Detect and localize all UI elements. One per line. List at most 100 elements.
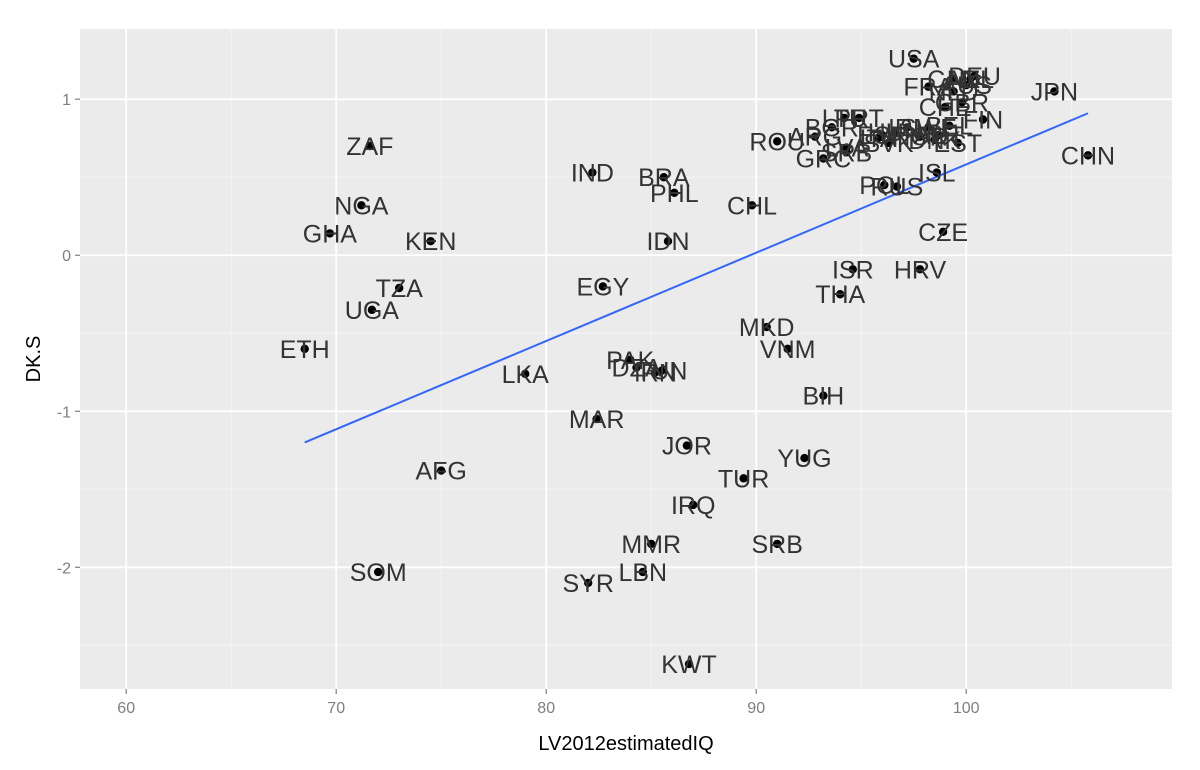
- point-label: NLD: [929, 78, 979, 106]
- data-point: [848, 265, 857, 274]
- data-point: [632, 363, 641, 372]
- data-point: [941, 102, 950, 112]
- point-label: IDN: [646, 228, 689, 256]
- data-point: [1083, 151, 1093, 160]
- data-point: [592, 414, 601, 424]
- data-point: [819, 154, 828, 163]
- point-label: PRT: [834, 105, 884, 133]
- point-label: ARG: [788, 124, 842, 152]
- point-label: LVA: [825, 135, 869, 163]
- y-tick-label: -1: [57, 404, 71, 421]
- data-point: [938, 227, 948, 237]
- data-point: [773, 137, 782, 146]
- point-label: BIH: [803, 383, 845, 411]
- data-point: [842, 148, 851, 157]
- data-point: [670, 188, 679, 198]
- data-points: [300, 54, 1093, 669]
- data-point: [588, 168, 597, 177]
- x-axis-title: LV2012estimatedIQ: [538, 733, 713, 755]
- point-label: AUS: [940, 72, 991, 100]
- point-label: KEN: [405, 228, 456, 256]
- data-point: [300, 344, 309, 354]
- data-point: [880, 180, 889, 190]
- data-point: [840, 113, 849, 123]
- data-point: [810, 132, 820, 141]
- data-point: [827, 123, 836, 132]
- data-point: [598, 282, 608, 291]
- data-point: [395, 283, 404, 293]
- data-point: [367, 305, 377, 315]
- y-axis: -2 -1 0 1: [57, 92, 80, 577]
- data-point: [949, 87, 958, 96]
- x-tick-label: 100: [953, 700, 980, 717]
- data-point: [651, 368, 660, 377]
- point-label: AUT: [914, 122, 964, 150]
- point-label: NGA: [334, 192, 389, 220]
- data-point: [682, 441, 692, 450]
- point-label: USA: [888, 46, 940, 74]
- data-point: [932, 168, 941, 177]
- y-tick-label: 1: [62, 92, 71, 109]
- point-label: IRQ: [671, 492, 715, 520]
- trend-line: [304, 112, 1089, 444]
- point-label: BGR: [805, 114, 859, 142]
- point-label: BEL: [926, 113, 973, 141]
- point-label: MAR: [569, 406, 625, 434]
- data-point: [945, 121, 954, 130]
- data-point: [909, 54, 918, 63]
- data-point: [773, 539, 782, 549]
- data-point: [1050, 87, 1059, 96]
- point-label: PHL: [650, 180, 699, 208]
- major-gridlines: [80, 29, 1172, 689]
- point-label: TZA: [376, 275, 424, 303]
- point-label: YUG: [777, 445, 831, 473]
- point-label: DNK: [908, 127, 961, 155]
- point-label: SVK: [863, 130, 913, 158]
- data-point: [325, 229, 335, 238]
- data-point: [915, 265, 925, 274]
- point-label: MKD: [739, 314, 795, 342]
- data-point: [836, 290, 845, 299]
- data-point: [638, 567, 647, 577]
- data-point: [978, 115, 988, 124]
- data-point: [890, 127, 899, 137]
- point-label: ITA: [859, 125, 896, 153]
- data-point: [953, 138, 962, 148]
- data-point: [962, 80, 971, 90]
- trend-line-group: [304, 112, 1089, 444]
- data-point: [924, 82, 933, 91]
- point-label: NZL: [947, 66, 994, 94]
- data-point: [800, 453, 809, 463]
- point-label: POL: [859, 172, 909, 200]
- point-label: ISL: [918, 160, 956, 188]
- point-label: CHN: [1061, 142, 1115, 170]
- data-point: [892, 182, 902, 191]
- point-label: ROU: [749, 128, 805, 156]
- point-label: HRV: [894, 256, 947, 284]
- point-label: ZAF: [346, 133, 393, 161]
- data-point: [903, 123, 912, 132]
- x-axis: 60 70 80 90 100: [117, 689, 980, 717]
- data-point: [915, 132, 925, 141]
- data-point: [970, 71, 979, 81]
- point-label: SRB: [821, 139, 872, 167]
- point-label: CAN: [927, 66, 980, 94]
- y-axis-title: DK.S: [23, 336, 45, 383]
- point-label: GBR: [935, 89, 989, 117]
- data-point: [762, 322, 771, 332]
- point-label: DZA: [612, 355, 662, 383]
- point-label: VNM: [760, 336, 816, 364]
- point-label: TUN: [636, 358, 687, 386]
- data-point: [437, 466, 446, 475]
- data-point: [878, 130, 887, 140]
- point-label: NOR: [892, 124, 948, 152]
- data-point: [684, 659, 694, 669]
- point-label: ETH: [280, 336, 330, 364]
- point-label: UGA: [345, 297, 400, 325]
- point-label: KWT: [661, 651, 717, 679]
- point-label: BRA: [638, 164, 690, 192]
- data-point: [657, 366, 666, 375]
- point-label: RUS: [871, 174, 924, 202]
- point-label: ISR: [832, 256, 874, 284]
- point-label: EGY: [577, 273, 630, 301]
